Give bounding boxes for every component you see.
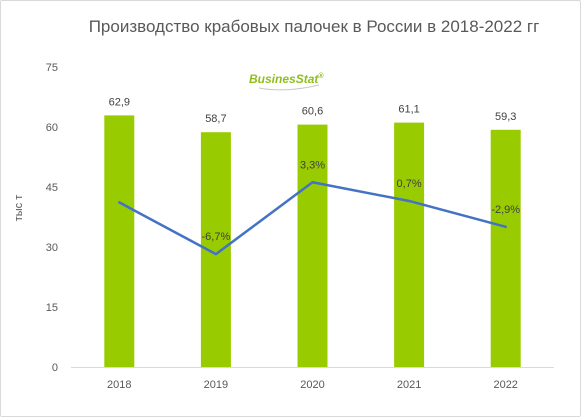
bar-value-label: 58,7: [205, 113, 226, 125]
growth-line-series: -6,7% 3,3% 0,7% -2,9%: [118, 159, 520, 256]
logo-swoosh-icon: [258, 84, 320, 91]
logo-mark: ®: [318, 72, 324, 80]
x-tick-label: 2018: [107, 379, 131, 391]
bar: [394, 122, 425, 367]
growth-value-label: -2,9%: [491, 204, 520, 216]
bar-series: 62,9 58,7 60,6 61,1 59,3: [104, 96, 521, 368]
logo-text-main: Busines: [249, 72, 296, 86]
bar: [490, 129, 521, 367]
bar: [104, 115, 135, 368]
y-tick-label: 45: [46, 182, 58, 194]
growth-value-label: 0,7%: [397, 178, 422, 190]
y-tick-label: 0: [52, 362, 58, 374]
x-tick-label: 2022: [493, 379, 517, 391]
y-tick-label: 75: [46, 62, 58, 74]
y-tick-label: 30: [46, 242, 58, 254]
y-tick-label: 15: [46, 302, 58, 314]
y-axis-label: тыс т: [13, 195, 25, 222]
growth-value-label: -6,7%: [202, 231, 231, 243]
bar-value-label: 59,3: [495, 111, 516, 123]
bar: [297, 124, 328, 367]
x-axis-ticks: 2018 2019 2020 2021 2022: [107, 379, 518, 391]
logo-text: BusinesStat®: [249, 72, 324, 86]
y-axis-ticks: 0 15 30 45 60 75: [46, 62, 58, 374]
logo-text-accent: Stat: [296, 72, 320, 86]
x-tick-label: 2019: [204, 379, 228, 391]
growth-line: [118, 181, 507, 256]
y-tick-label: 60: [46, 122, 58, 134]
chart-title: Производство крабовых палочек в России в…: [89, 17, 540, 36]
bar-value-label: 60,6: [302, 106, 323, 118]
businessstat-logo: BusinesStat®: [249, 72, 324, 91]
x-tick-label: 2020: [300, 379, 324, 391]
bar-value-label: 61,1: [398, 104, 419, 116]
growth-value-label: 3,3%: [300, 159, 325, 171]
x-tick-label: 2021: [397, 379, 421, 391]
bar-value-label: 62,9: [109, 96, 130, 108]
